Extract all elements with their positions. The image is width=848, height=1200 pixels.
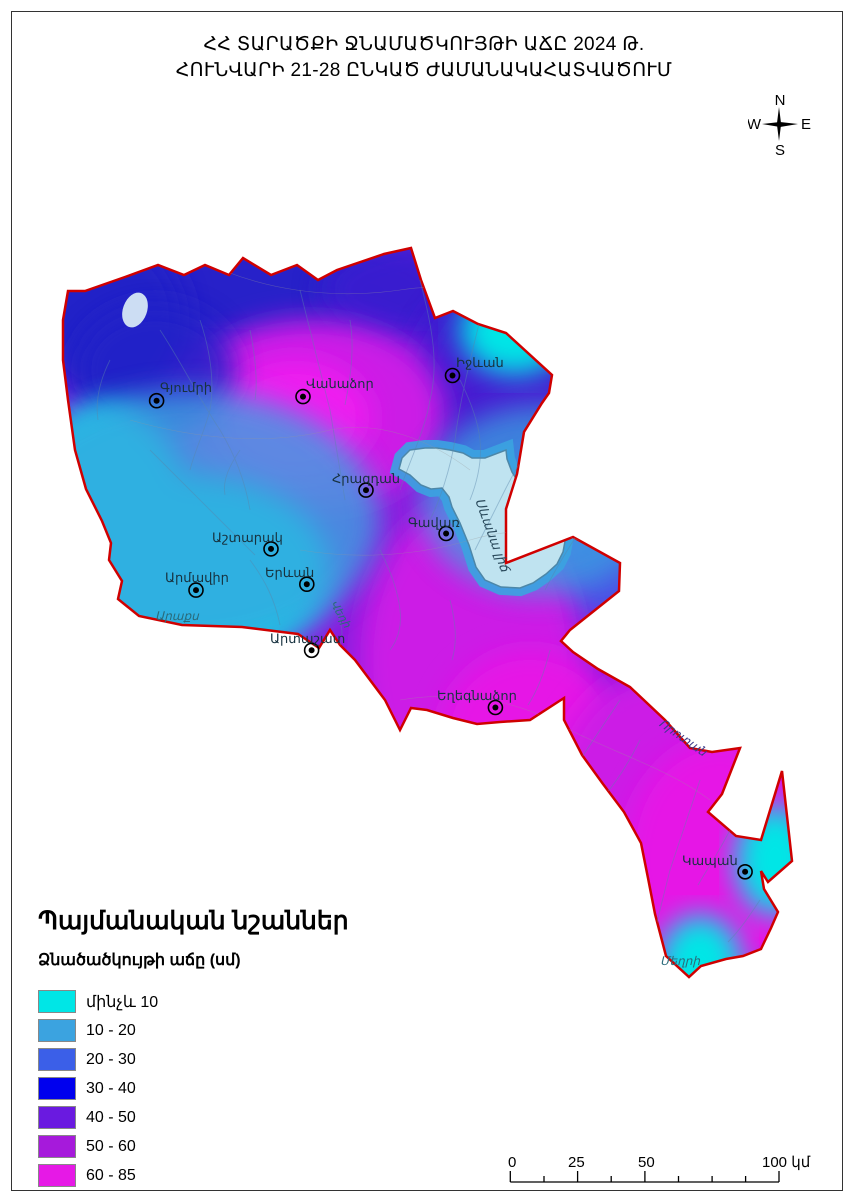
svg-text:Արտաշատ: Արտաշատ — [270, 631, 345, 646]
svg-text:Արմավիր: Արմավիր — [165, 570, 229, 585]
svg-text:Աշտարակ: Աշտարակ — [212, 530, 283, 545]
svg-text:Եղեգնաձոր: Եղեգնաձոր — [437, 688, 517, 703]
svg-text:Կապան: Կապան — [682, 853, 738, 868]
svg-text:50: 50 — [638, 1154, 655, 1171]
svg-text:Հրազդան: Հրազդան — [332, 471, 400, 486]
svg-text:Երևան: Երևան — [265, 565, 314, 580]
svg-text:Գյումրի: Գյումրի — [160, 380, 212, 395]
svg-text:Գավառ: Գավառ — [408, 515, 460, 530]
svg-text:Իջևան: Իջևան — [456, 355, 504, 370]
svg-text:Մեղրի: Մեղրի — [660, 954, 700, 968]
svg-text:100 կմ: 100 կմ — [762, 1154, 811, 1171]
svg-text:25: 25 — [568, 1154, 585, 1171]
svg-text:Արաքս: Արաքս — [155, 609, 200, 623]
svg-text:0: 0 — [508, 1154, 516, 1171]
svg-text:Վանաձոր: Վանաձոր — [306, 376, 374, 391]
